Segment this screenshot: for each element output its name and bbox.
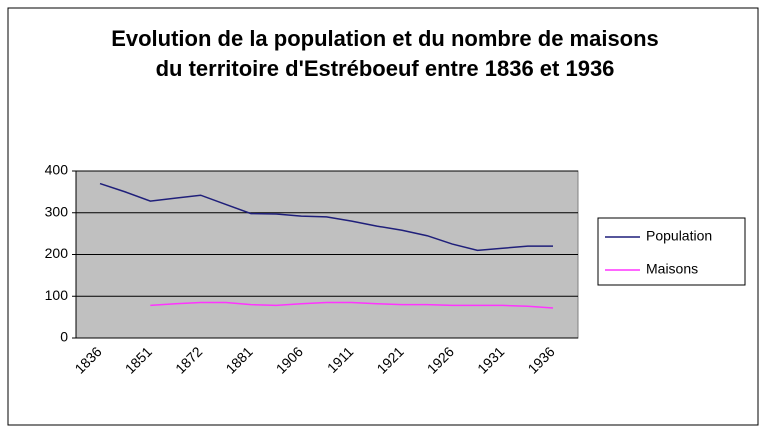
legend	[597, 217, 746, 286]
y-tick-label: 0	[60, 329, 68, 345]
line-series	[99, 182, 553, 252]
y-tick-label: 200	[45, 245, 69, 261]
line-series	[150, 301, 554, 309]
y-tick-label: 100	[45, 287, 69, 303]
legend-label: Population	[646, 228, 712, 244]
legend-label: Maisons	[646, 261, 698, 277]
y-tick-label: 400	[45, 162, 69, 178]
chart-title: Evolution de la population et du nombre …	[111, 26, 659, 81]
y-tick-label: 300	[45, 203, 69, 219]
